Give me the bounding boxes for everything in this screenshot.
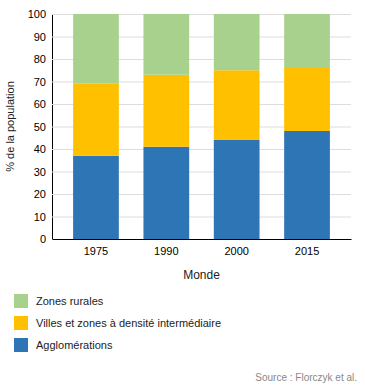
- legend-swatch: [14, 294, 28, 308]
- y-tick-label: 60: [34, 98, 46, 110]
- bar: [214, 14, 260, 70]
- x-tick: 1990: [154, 239, 178, 257]
- bar: [73, 14, 119, 84]
- plot-area: 0 10 20 30 40 50 60 70 80 90 100 1975 1990 2000 2015 % …: [4, 8, 352, 282]
- x-tick-label: 2015: [295, 245, 319, 257]
- y-tick-label: 90: [34, 31, 46, 43]
- bar: [143, 14, 189, 75]
- legend-label: Villes et zones à densité intermédiaire: [36, 317, 221, 329]
- y-tick-label: 10: [34, 211, 46, 223]
- bar: [73, 84, 119, 156]
- legend-swatch: [14, 338, 28, 352]
- y-tick-label: 30: [34, 166, 46, 178]
- y-tick-label: 20: [34, 188, 46, 200]
- grid-line: [52, 239, 351, 240]
- legend-item: Zones rurales: [14, 294, 104, 308]
- bar: [143, 147, 189, 239]
- x-axis-title: Monde: [183, 268, 220, 282]
- legend: Zones rurales Villes et zones à densité i…: [14, 294, 221, 352]
- y-tick-label: 0: [40, 233, 46, 245]
- y-tick-label: 40: [34, 143, 46, 155]
- bar: [214, 140, 260, 239]
- x-tick-label: 2000: [224, 245, 248, 257]
- y-tick-label: 100: [28, 8, 46, 20]
- annotation: Source : Florczyk et al.: [255, 372, 357, 383]
- legend-item: Agglomérations: [14, 338, 113, 352]
- chart: 0 10 20 30 40 50 60 70 80 90 100 1975 1990 2000 2015 % …: [0, 0, 365, 389]
- y-tick-label: 70: [34, 76, 46, 88]
- y-tick-label: 50: [34, 121, 46, 133]
- legend-swatch: [14, 316, 28, 330]
- legend-item: Villes et zones à densité intermédiaire: [14, 316, 221, 330]
- y-axis: 0 10 20 30 40 50 60 70 80 90 100: [28, 8, 351, 245]
- x-axis: 1975 1990 2000 2015: [53, 239, 352, 257]
- bar: [73, 156, 119, 239]
- x-tick-label: 1975: [84, 245, 108, 257]
- x-tick-label: 1990: [154, 245, 178, 257]
- y-axis-title: % de la population: [4, 81, 16, 172]
- y-tick-label: 80: [34, 53, 46, 65]
- legend-label: Agglomérations: [36, 339, 113, 351]
- bar: [284, 68, 330, 131]
- legend-label: Zones rurales: [36, 295, 104, 307]
- bar: [284, 131, 330, 239]
- bar: [284, 14, 330, 68]
- x-tick: 2000: [224, 239, 248, 257]
- x-tick: 2015: [295, 239, 319, 257]
- bar: [214, 70, 260, 140]
- x-tick: 1975: [84, 239, 108, 257]
- bars: [73, 14, 330, 239]
- bar: [143, 75, 189, 147]
- bar-series: [73, 14, 330, 84]
- x-axis-line: [53, 239, 352, 240]
